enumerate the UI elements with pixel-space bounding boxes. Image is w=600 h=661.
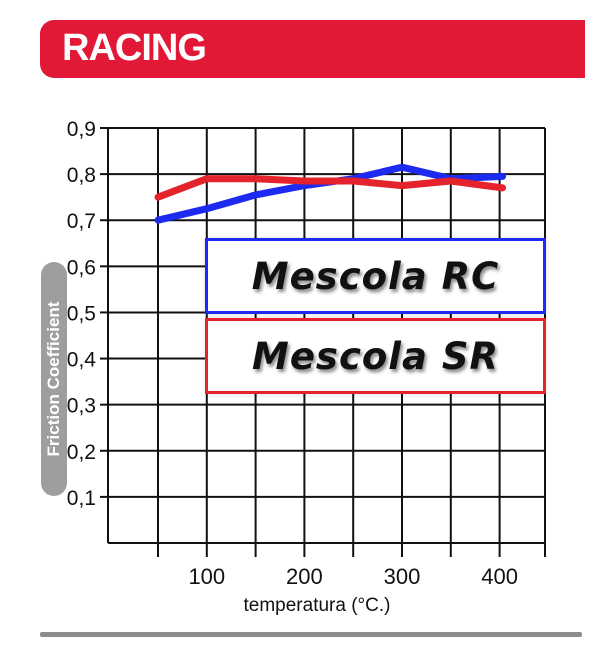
y-axis-label: Friction Coefficient	[44, 301, 63, 457]
bottom-rule	[40, 632, 582, 637]
x-tick-label: 400	[481, 564, 518, 589]
x-tick-label: 200	[286, 564, 323, 589]
y-tick-label: 0,7	[67, 210, 96, 233]
x-tick-labels: 100 200 300 400	[188, 564, 518, 589]
y-axis-label-box	[41, 262, 67, 496]
y-tick-label: 0,3	[67, 395, 96, 418]
x-tick-label: 300	[384, 564, 421, 589]
y-tick-label: 0,8	[67, 164, 96, 187]
y-tick-label: 0,4	[67, 349, 97, 372]
series	[154, 163, 507, 224]
legend-label-rc: Mescola RC	[251, 254, 500, 298]
y-tick-label: 0,9	[67, 118, 96, 141]
y-tick-label: 0,1	[67, 487, 96, 510]
x-axis-label: temperatura (°C.)	[244, 595, 391, 616]
x-tick-label: 100	[188, 564, 225, 589]
y-tick-label: 0,2	[67, 441, 96, 464]
y-tick-labels: 0,1 0,2 0,3 0,4 0,5 0,6 0,7 0,8 0,9	[67, 118, 97, 510]
header-banner	[40, 20, 585, 78]
page-title: RACING	[62, 27, 207, 69]
y-tick-label: 0,5	[67, 302, 96, 325]
series-line-mescola-sr	[154, 175, 507, 201]
y-tick-label: 0,6	[67, 256, 96, 279]
legend-item-rc: Mescola RC	[205, 238, 546, 314]
legend-label-sr: Mescola SR	[252, 334, 499, 378]
legend-item-sr: Mescola SR	[205, 318, 546, 394]
